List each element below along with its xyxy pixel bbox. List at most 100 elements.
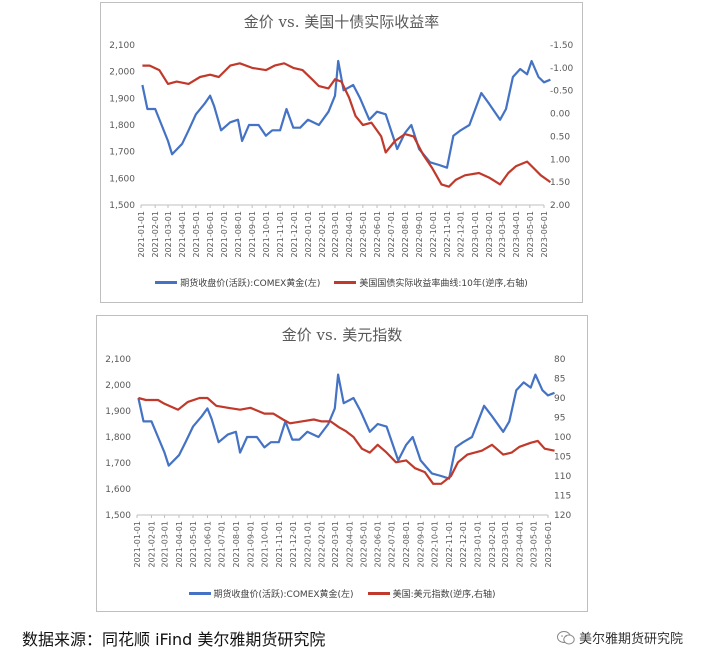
series-line-gold: [141, 59, 551, 169]
y-right-tick-label: 80: [554, 355, 566, 365]
y-left-tick-label: 1,900: [109, 94, 135, 104]
legend-label-gold: 期货收盘价(活跃):COMEX黄金(左): [213, 590, 354, 600]
x-tick-label: 2021-05-01: [189, 521, 198, 568]
y-right-tick-label: 2.00: [550, 201, 570, 211]
x-tick-label: 2023-02-01: [488, 521, 497, 568]
data-source-note: 数据来源：同花顺 iFind 美尔雅期货研究院: [22, 630, 326, 649]
chart-legend: 期货收盘价(活跃):COMEX黄金(左) 美国:美元指数(逆序,右轴): [97, 587, 587, 600]
x-tick-label: 2021-02-01: [151, 211, 160, 258]
y-left-tick-label: 2,000: [105, 381, 131, 391]
chart-plot: 2,100 2,000 1,900 1,800 1,700 1,600 1,500 -1.50…: [109, 41, 574, 258]
y-left-tick-label: 2,000: [109, 68, 135, 78]
x-tick-label: 2021-08-01: [234, 211, 243, 258]
x-tick-label: 2023-03-01: [501, 521, 510, 568]
x-tick-label: 2021-10-01: [262, 211, 271, 258]
y-right-tick-label: 90: [554, 394, 566, 404]
y-right-tick-label: 0.00: [550, 110, 570, 120]
y-right-tick-label: 110: [554, 472, 571, 482]
series-line-right: [138, 396, 555, 485]
x-tick-label: 2022-10-01: [431, 521, 440, 568]
y-right-tick-label: 95: [554, 414, 565, 424]
x-tick-label: 2021-07-01: [217, 521, 226, 568]
y-left-tick-label: 1,800: [105, 433, 131, 443]
y-left-tick-label: 1,600: [109, 174, 135, 184]
legend-swatch-gold: [155, 281, 178, 284]
y-left-tick-label: 2,100: [105, 355, 131, 365]
x-tick-label: 2021-11-01: [275, 521, 284, 568]
x-tick-label: 2021-06-01: [203, 521, 212, 568]
x-tick-label: 2022-07-01: [387, 211, 396, 258]
chart-panel-dollar-index: 金价 vs. 美元指数 2,100 2,000 1,900 1,800 1,700 1,6…: [96, 315, 588, 612]
y-right-tick-label: -1.00: [550, 64, 574, 74]
y-right-tick-label: 1.00: [550, 155, 570, 165]
x-tick-label: 2022-03-01: [331, 211, 340, 258]
x-tick-label: 2022-01-01: [304, 211, 313, 258]
chart-legend: 期货收盘价(活跃):COMEX黄金(左) 美国国债实际收益率曲线:10年(逆序,…: [101, 276, 582, 289]
x-tick-label: 2023-04-01: [516, 521, 525, 568]
x-tick-label: 2022-11-01: [445, 521, 454, 568]
x-tick-label: 2022-03-01: [331, 521, 340, 568]
y-left-tick-label: 1,600: [105, 485, 131, 495]
x-tick-label: 2023-02-01: [485, 211, 494, 258]
y-right-tick-label: 115: [554, 492, 571, 502]
x-tick-label: 2021-02-01: [147, 521, 156, 568]
x-tick-label: 2021-09-01: [248, 211, 257, 258]
y-right-tick-label: 120: [554, 511, 571, 521]
x-tick-label: 2023-04-01: [512, 211, 521, 258]
legend-swatch-real-yield: [334, 281, 357, 284]
legend-label-gold: 期货收盘价(活跃):COMEX黄金(左): [180, 279, 321, 289]
x-tick-label: 2022-11-01: [443, 211, 452, 258]
x-tick-label: 2022-06-01: [374, 521, 383, 568]
x-tick-label: 2021-06-01: [206, 211, 215, 258]
legend-item-gold: 期货收盘价(活跃):COMEX黄金(左): [155, 276, 320, 289]
y-left-tick-label: 2,100: [109, 41, 135, 51]
x-tick-label: 2021-03-01: [164, 211, 173, 258]
chart-plot: 2,100 2,000 1,900 1,800 1,700 1,600 1,500 80 85 9…: [105, 355, 571, 568]
y-left-tick-label: 1,900: [105, 407, 131, 417]
legend-item-dollar-index: 美国:美元指数(逆序,右轴): [367, 587, 496, 600]
x-tick-label: 2022-01-01: [303, 521, 312, 568]
y-left-tick-label: 1,500: [109, 201, 135, 211]
x-tick-label: 2021-04-01: [175, 521, 184, 568]
x-tick-label: 2022-12-01: [459, 521, 468, 568]
x-tick-label: 2022-09-01: [415, 211, 424, 258]
x-tick-label: 2021-05-01: [192, 211, 201, 258]
x-tick-label: 2023-05-01: [530, 521, 539, 568]
chart-title: 金价 vs. 美国十债实际收益率: [243, 13, 440, 31]
x-tick-label: 2022-10-01: [429, 211, 438, 258]
x-tick-label: 2022-07-01: [388, 521, 397, 568]
y-left-tick-label: 1,500: [105, 511, 131, 521]
x-tick-label: 2021-10-01: [260, 521, 269, 568]
x-tick-label: 2023-01-01: [471, 211, 480, 258]
x-tick-label: 2023-03-01: [498, 211, 507, 258]
y-left-tick-label: 1,700: [105, 459, 131, 469]
legend-item-gold: 期货收盘价(活跃):COMEX黄金(左): [188, 587, 354, 600]
x-tick-label: 2021-09-01: [246, 521, 255, 568]
brand-mark: 美尔雅期货研究院: [556, 628, 683, 647]
x-tick-label: 2022-02-01: [318, 521, 327, 568]
y-left-tick-label: 1,700: [109, 148, 135, 158]
brand-name: 美尔雅期货研究院: [578, 632, 683, 647]
x-tick-label: 2021-12-01: [290, 211, 299, 258]
x-tick-label: 2021-04-01: [178, 211, 187, 258]
x-tick-label: 2021-11-01: [276, 211, 285, 258]
x-tick-label: 2021-03-01: [161, 521, 170, 568]
x-tick-label: 2022-09-01: [417, 521, 426, 568]
y-right-tick-label: 0.50: [550, 132, 570, 142]
chart-panel-real-yield: 金价 vs. 美国十债实际收益率 2,100 2,000 1,900 1,800 1,7…: [100, 2, 583, 303]
x-tick-label: 2022-08-01: [402, 521, 411, 568]
x-tick-label: 2023-01-01: [474, 521, 483, 568]
x-tick-label: 2021-12-01: [289, 521, 298, 568]
x-tick-label: 2022-06-01: [373, 211, 382, 258]
legend-label-dollar-index: 美国:美元指数(逆序,右轴): [392, 590, 496, 600]
x-tick-label: 2022-02-01: [318, 211, 327, 258]
y-right-tick-label: 1.50: [550, 178, 570, 188]
x-tick-label: 2021-07-01: [220, 211, 229, 258]
y-right-tick-label: 105: [554, 453, 571, 463]
series-line-right: [142, 62, 552, 188]
series-line-gold: [137, 373, 555, 480]
x-tick-label: 2023-06-01: [540, 211, 549, 258]
x-tick-label: 2022-04-01: [345, 211, 354, 258]
legend-swatch-gold: [188, 592, 211, 595]
x-tick-label: 2021-01-01: [133, 521, 142, 568]
